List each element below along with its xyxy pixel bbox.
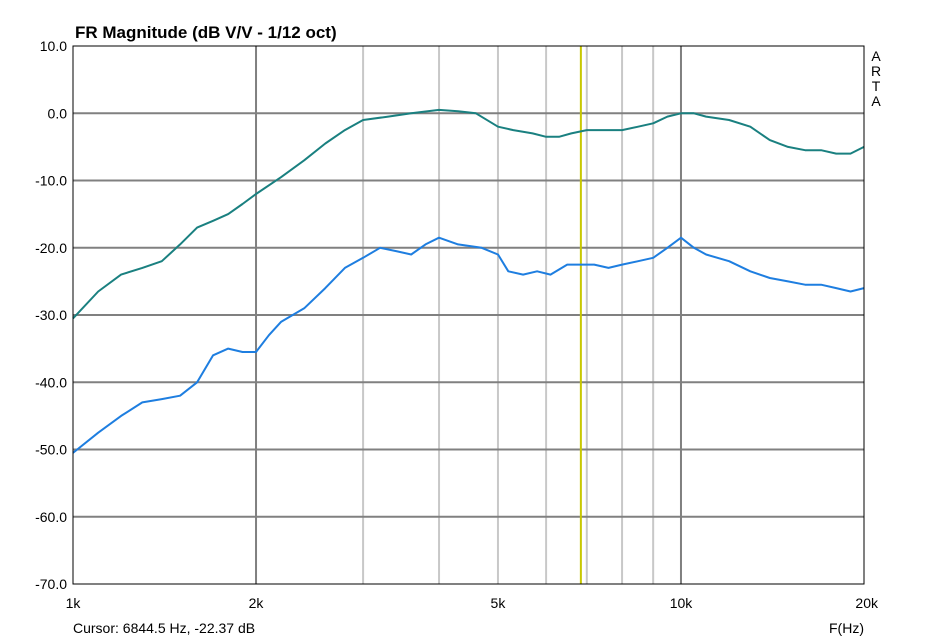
- y-tick-label: -30.0: [35, 307, 67, 323]
- series-layer: [72, 108, 865, 454]
- side-label-letter: R: [871, 63, 881, 79]
- x-tick-label: 2k: [249, 595, 265, 611]
- x-tick-labels: 1k 2k 5k 10k 20k: [66, 595, 879, 611]
- horizontal-grid: [73, 112, 864, 518]
- y-tick-label: 10.0: [40, 38, 67, 54]
- series-line-1: [72, 108, 865, 320]
- chart-title: FR Magnitude (dB V/V - 1/12 oct): [75, 23, 337, 42]
- y-tick-label: -60.0: [35, 509, 67, 525]
- x-tick-label: 20k: [855, 595, 879, 611]
- y-tick-label: -20.0: [35, 240, 67, 256]
- cursor-readout: Cursor: 6844.5 Hz, -22.37 dB: [73, 620, 255, 636]
- y-tick-label: 0.0: [48, 105, 68, 121]
- y-tick-label: -50.0: [35, 442, 67, 458]
- y-tick-label: -10.0: [35, 173, 67, 189]
- plot-frame: [72, 45, 865, 585]
- series-line-2: [72, 236, 865, 454]
- x-tick-label: 1k: [66, 595, 82, 611]
- side-label-letter: T: [872, 78, 881, 94]
- side-label-letter: A: [871, 48, 881, 64]
- x-tick-label: 10k: [670, 595, 694, 611]
- y-tick-label: -70.0: [35, 576, 67, 592]
- side-label-letter: A: [871, 93, 881, 109]
- x-tick-label: 5k: [491, 595, 507, 611]
- y-tick-labels: 10.0 0.0 -10.0 -20.0 -30.0 -40.0 -50.0 -60.0 -70…: [35, 38, 67, 592]
- x-axis-label: F(Hz): [829, 620, 864, 636]
- y-tick-label: -40.0: [35, 374, 67, 390]
